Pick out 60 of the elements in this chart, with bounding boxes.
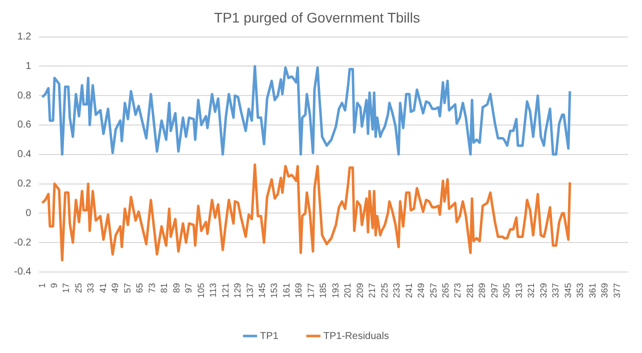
x-tick-label: 329 [538,282,548,298]
x-tick-label: 273 [452,282,463,298]
y-tick-label: 1 [26,60,32,72]
x-tick-label: 145 [256,282,267,298]
x-tick-label: 129 [232,282,243,298]
x-tick-label: 313 [514,282,524,298]
x-tick-label: 297 [489,282,500,298]
x-tick-label: 281 [464,282,475,298]
x-tick-label: 201 [342,282,353,298]
x-tick-label: 377 [612,282,622,298]
x-tick-label: 233 [392,282,402,298]
x-tick-label: 9 [49,282,60,288]
y-tick-label: 0.8 [17,90,32,102]
x-tick-label: 209 [354,282,365,298]
x-tick-label: 353 [575,282,586,298]
x-tick-label: 369 [600,282,610,298]
y-tick-label: 1.2 [17,32,32,43]
x-tick-label: 225 [379,282,390,298]
x-tick-label: 153 [269,282,280,298]
y-tick-label: 0 [26,208,32,219]
x-tick-label: 97 [184,282,194,293]
x-tick-label: 65 [134,282,145,293]
x-tick-label: 289 [477,282,488,298]
x-tick-label: 257 [428,282,438,298]
x-tick-label: 1 [36,282,47,288]
x-tick-label: 185 [318,282,328,298]
x-tick-label: 345 [562,282,573,298]
x-tick-label: 105 [196,282,206,298]
y-tick-label: -0.2 [14,237,32,248]
x-tick-label: 217 [367,282,378,298]
x-tick-label: 193 [330,282,340,298]
x-tick-label: 17 [61,282,72,293]
y-tick-label: 0.2 [17,178,32,190]
x-tick-label: 337 [550,282,561,298]
legend-label: TP1-Residuals [323,330,389,342]
x-tick-label: 41 [98,282,108,293]
y-tick-label: 0.6 [17,120,32,131]
x-tick-label: 161 [281,282,292,298]
legend-label: TP1 [260,330,279,342]
chart-title: TP1 purged of Government Tbills [214,9,420,26]
x-tick-label: 89 [171,282,182,293]
x-tick-label: 361 [587,282,598,298]
x-tick-label: 121 [220,282,230,298]
x-tick-label: 25 [73,282,84,293]
y-tick-label: -0.4 [14,266,32,278]
y-tick-label: 0.4 [17,149,32,160]
x-tick-label: 33 [86,282,96,293]
x-tick-label: 265 [440,282,450,298]
x-tick-label: 49 [110,282,120,293]
x-tick-label: 305 [502,282,512,298]
x-tick-label: 241 [404,282,414,298]
x-tick-label: 177 [306,282,316,298]
x-tick-label: 137 [244,282,255,298]
x-tick-label: 73 [146,282,157,293]
x-tick-label: 321 [526,282,536,298]
x-tick-label: 81 [159,282,170,293]
x-tick-label: 249 [416,282,426,298]
x-tick-label: 169 [294,282,304,298]
x-tick-label: 113 [208,282,218,298]
x-tick-label: 57 [122,282,132,293]
